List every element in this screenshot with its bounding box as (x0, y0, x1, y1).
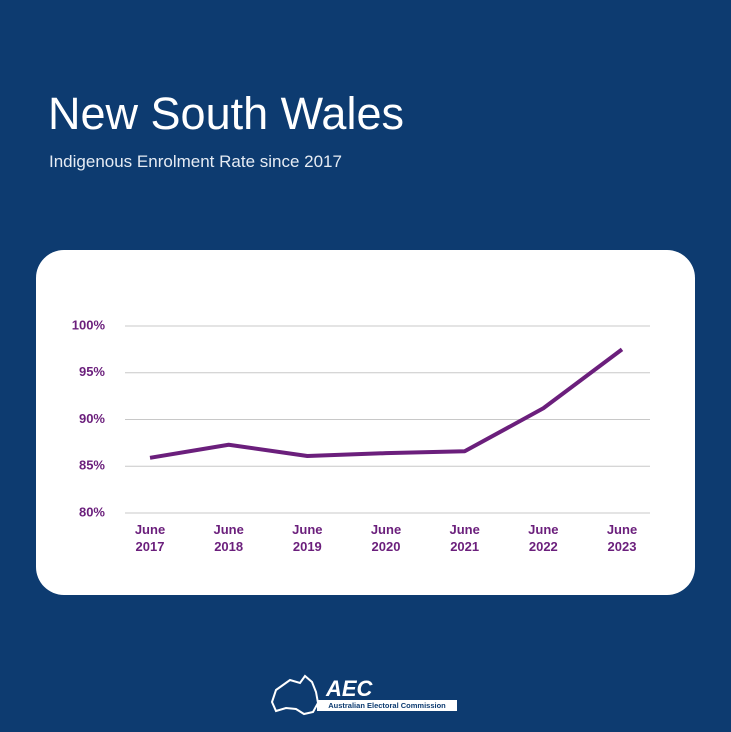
logo-icon (270, 674, 320, 716)
x-tick-label: June 2022 (528, 522, 559, 554)
title: New South Wales (48, 88, 404, 139)
data-line (149, 347, 624, 460)
x-tick-label: June 2017 (134, 522, 166, 554)
y-tick-label: 95% (79, 364, 105, 379)
x-tick-label: June 2018 (213, 522, 244, 554)
y-tick-label: 100% (72, 317, 106, 332)
subtitle: Indigenous Enrolment Rate since 2017 (49, 152, 342, 171)
x-tick-label: June 2020 (370, 522, 402, 554)
y-tick-label: 85% (79, 458, 105, 473)
x-tick-label: June 2021 (449, 522, 480, 554)
y-tick-label: 80% (79, 504, 105, 519)
x-tick-label: June 2023 (606, 522, 638, 554)
chart-card (36, 250, 695, 595)
logo-full-name: Australian Electoral Commission (317, 700, 457, 711)
logo-name: AEC (326, 676, 373, 701)
y-tick-label: 90% (79, 411, 105, 426)
x-tick-label: June 2019 (292, 522, 323, 554)
